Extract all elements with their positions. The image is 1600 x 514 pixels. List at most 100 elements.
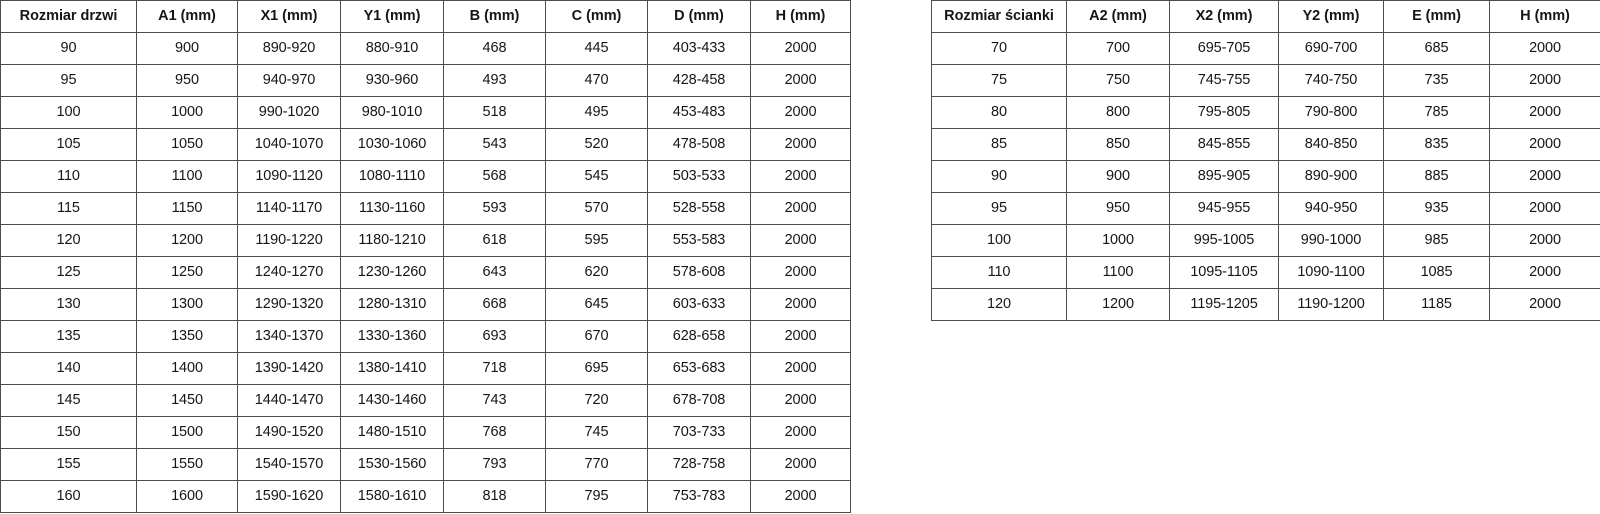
column-header: A1 (mm) (136, 0, 238, 33)
table-cell: 1040-1070 (237, 128, 341, 161)
table-cell: 1190-1200 (1278, 288, 1384, 321)
table-cell: 700 (1066, 32, 1170, 65)
table-cell: 1480-1510 (340, 416, 444, 449)
table-row: 85 850 845-855 840-850 835 2000 (931, 128, 1600, 161)
table-cell: 1095-1105 (1169, 256, 1279, 289)
table-row: 110 1100 1095-1105 1090-1100 1085 2000 (931, 256, 1600, 289)
table-row: 90 900 895-905 890-900 885 2000 (931, 160, 1600, 193)
table-cell: 445 (545, 32, 648, 65)
table-cell: 1050 (136, 128, 238, 161)
table-cell: 845-855 (1169, 128, 1279, 161)
doors-dimension-table-container: Rozmiar drzwi A1 (mm) X1 (mm) Y1 (mm) B (mm)… (0, 0, 851, 513)
table-cell: 528-558 (647, 192, 751, 225)
table-cell: 603-633 (647, 288, 751, 321)
table-cell: 2000 (1489, 288, 1600, 321)
row-size-cell: 150 (0, 416, 137, 449)
row-size-cell: 100 (0, 96, 137, 129)
table-cell: 985 (1383, 224, 1490, 257)
table-cell: 793 (443, 448, 546, 481)
column-header: X2 (mm) (1169, 0, 1279, 33)
table-row: 140 1400 1390-1420 1380-1410 718 695 653-683 20… (0, 352, 851, 385)
table-cell: 1400 (136, 352, 238, 385)
table-header-row: Rozmiar drzwi A1 (mm) X1 (mm) Y1 (mm) B (mm)… (0, 0, 851, 33)
table-cell: 1190-1220 (237, 224, 341, 257)
table-cell: 2000 (1489, 64, 1600, 97)
doors-table-body: 90 900 890-920 880-910 468 445 403-433 2000 95 95… (0, 32, 851, 513)
table-cell: 2000 (750, 128, 851, 161)
table-cell: 1540-1570 (237, 448, 341, 481)
column-header: C (mm) (545, 0, 648, 33)
table-cell: 503-533 (647, 160, 751, 193)
table-row: 110 1100 1090-1120 1080-1110 568 545 503-533 20… (0, 160, 851, 193)
table-cell: 1590-1620 (237, 480, 341, 513)
table-cell: 950 (136, 64, 238, 97)
table-cell: 2000 (750, 480, 851, 513)
table-cell: 1130-1160 (340, 192, 444, 225)
table-cell: 1340-1370 (237, 320, 341, 353)
table-cell: 880-910 (340, 32, 444, 65)
table-cell: 1240-1270 (237, 256, 341, 289)
table-cell: 2000 (750, 192, 851, 225)
row-size-cell: 85 (931, 128, 1067, 161)
table-cell: 2000 (750, 352, 851, 385)
table-cell: 2000 (1489, 224, 1600, 257)
table-cell: 1250 (136, 256, 238, 289)
table-cell: 2000 (750, 416, 851, 449)
wall-dimension-table-container: Rozmiar ścianki A2 (mm) X2 (mm) Y2 (mm) E (m… (931, 0, 1600, 321)
table-cell: 685 (1383, 32, 1490, 65)
table-cell: 945-955 (1169, 192, 1279, 225)
table-cell: 2000 (750, 96, 851, 129)
table-cell: 2000 (750, 32, 851, 65)
table-cell: 1090-1100 (1278, 256, 1384, 289)
table-cell: 1490-1520 (237, 416, 341, 449)
table-cell: 750 (1066, 64, 1170, 97)
table-cell: 818 (443, 480, 546, 513)
table-cell: 1580-1610 (340, 480, 444, 513)
table-cell: 743 (443, 384, 546, 417)
table-cell: 768 (443, 416, 546, 449)
row-size-cell: 140 (0, 352, 137, 385)
table-cell: 545 (545, 160, 648, 193)
row-size-cell: 135 (0, 320, 137, 353)
table-cell: 470 (545, 64, 648, 97)
table-cell: 740-750 (1278, 64, 1384, 97)
row-size-cell: 75 (931, 64, 1067, 97)
table-cell: 1500 (136, 416, 238, 449)
table-cell: 1450 (136, 384, 238, 417)
table-cell: 895-905 (1169, 160, 1279, 193)
row-size-cell: 110 (931, 256, 1067, 289)
table-cell: 728-758 (647, 448, 751, 481)
table-cell: 990-1000 (1278, 224, 1384, 257)
table-cell: 790-800 (1278, 96, 1384, 129)
table-cell: 1180-1210 (340, 224, 444, 257)
table-row: 80 800 795-805 790-800 785 2000 (931, 96, 1600, 129)
table-cell: 840-850 (1278, 128, 1384, 161)
table-row: 95 950 940-970 930-960 493 470 428-458 2000 (0, 64, 851, 97)
table-cell: 403-433 (647, 32, 751, 65)
table-cell: 1550 (136, 448, 238, 481)
table-cell: 693 (443, 320, 546, 353)
row-size-cell: 110 (0, 160, 137, 193)
column-header: Y1 (mm) (340, 0, 444, 33)
table-cell: 2000 (750, 64, 851, 97)
table-cell: 900 (136, 32, 238, 65)
table-cell: 1100 (136, 160, 238, 193)
table-cell: 2000 (1489, 192, 1600, 225)
table-cell: 950 (1066, 192, 1170, 225)
table-cell: 1230-1260 (340, 256, 444, 289)
table-cell: 785 (1383, 96, 1490, 129)
table-cell: 1440-1470 (237, 384, 341, 417)
table-cell: 518 (443, 96, 546, 129)
table-cell: 678-708 (647, 384, 751, 417)
column-header: D (mm) (647, 0, 751, 33)
table-cell: 1200 (136, 224, 238, 257)
table-row: 75 750 745-755 740-750 735 2000 (931, 64, 1600, 97)
table-cell: 990-1020 (237, 96, 341, 129)
table-cell: 1090-1120 (237, 160, 341, 193)
table-cell: 520 (545, 128, 648, 161)
table-cell: 628-658 (647, 320, 751, 353)
table-cell: 493 (443, 64, 546, 97)
row-size-cell: 90 (931, 160, 1067, 193)
table-row: 120 1200 1190-1220 1180-1210 618 595 553-583 20… (0, 224, 851, 257)
table-cell: 695 (545, 352, 648, 385)
